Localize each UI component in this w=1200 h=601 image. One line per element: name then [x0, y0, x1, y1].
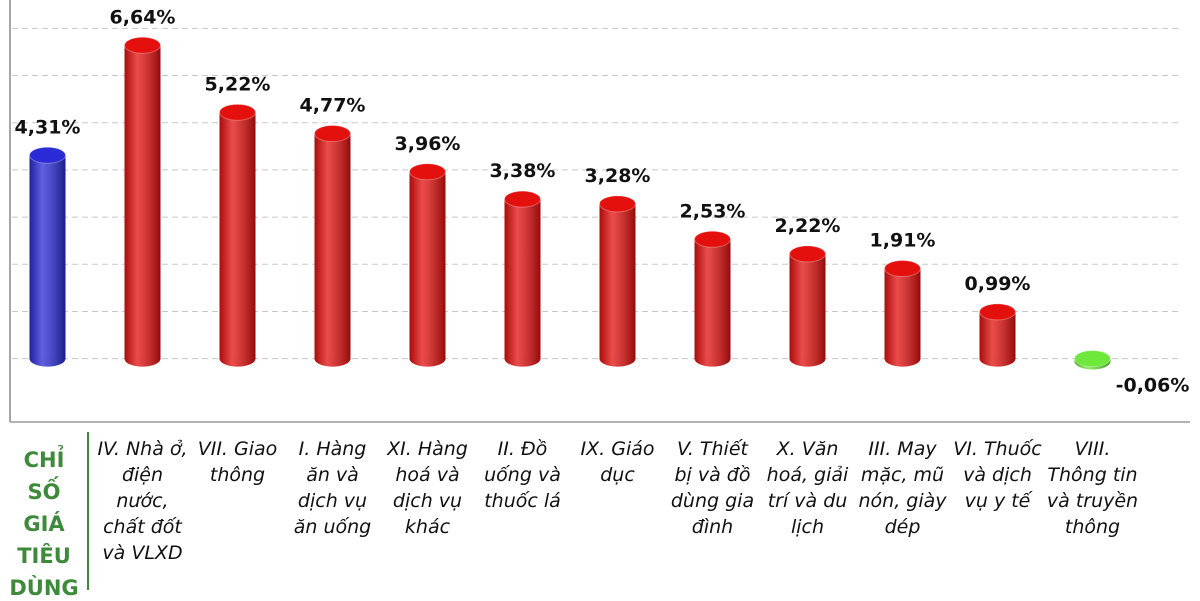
x-tick-label: IX. Giáo dục — [580, 438, 655, 486]
bar-part — [694, 230, 731, 248]
value-label: 4,77% — [300, 95, 366, 117]
bar — [409, 163, 446, 367]
x-tick-label: III. May mặc, mũ nón, giày dép — [858, 438, 947, 538]
bar-part — [29, 155, 66, 359]
bar-part — [219, 112, 256, 359]
value-label: 6,64% — [110, 6, 176, 28]
bar — [884, 260, 921, 367]
x-tick-label: X. Văn hoá, giải trí và du lịch — [766, 438, 849, 538]
value-label: 0,99% — [965, 273, 1031, 295]
bar-part — [1074, 350, 1111, 368]
value-label: 5,22% — [205, 73, 271, 95]
bar — [314, 125, 351, 367]
x-tick-label: I. Hàng ăn và dịch vụ ăn uống — [293, 438, 372, 538]
bar — [29, 146, 66, 367]
bar-part — [314, 133, 351, 359]
bar — [504, 190, 541, 367]
bar-part — [599, 203, 636, 359]
x-tick-label: VIII. Thông tin và truyền thông — [1046, 438, 1139, 538]
bar-part — [124, 45, 161, 359]
bar — [694, 230, 731, 367]
x-tick-label: VI. Thuốc và dịch vụ y tế — [953, 438, 1042, 512]
value-label: -0,06% — [1116, 374, 1190, 396]
bar-part — [314, 125, 351, 143]
bar — [219, 103, 256, 367]
bar-part — [409, 163, 446, 181]
bar — [789, 245, 826, 367]
bar-part — [884, 260, 921, 278]
x-tick-label: VII. Giao thông — [197, 438, 278, 486]
bar-part — [504, 199, 541, 359]
x-tick-label: V. Thiết bị và đồ dùng gia đình — [670, 438, 755, 538]
bar-part — [599, 195, 636, 213]
bar-part — [789, 245, 826, 263]
bar-part — [789, 253, 826, 359]
bar-part — [124, 36, 161, 54]
bar-part — [409, 171, 446, 359]
x-tick-label: CHỈ SỐ GIÁ TIÊU DÙNG — [9, 448, 79, 600]
bar-part — [504, 190, 541, 208]
bar-part — [979, 303, 1016, 321]
value-label: 3,38% — [490, 160, 556, 182]
bar — [1074, 350, 1111, 370]
value-label: 1,91% — [870, 230, 936, 252]
bar-part — [884, 268, 921, 359]
x-tick-label: IV. Nhà ở, điện nước, chất đốt và VLXD — [97, 438, 188, 564]
x-tick-label: XI. Hàng hoá và dịch vụ khác — [387, 438, 468, 538]
bar-part — [29, 146, 66, 164]
value-label: 2,53% — [680, 200, 746, 222]
bar — [599, 195, 636, 367]
bar — [124, 36, 161, 367]
value-label: 2,22% — [775, 215, 841, 237]
bar-part — [694, 239, 731, 359]
value-label: 4,31% — [15, 116, 81, 138]
bar-part — [219, 103, 256, 121]
value-label: 3,96% — [395, 133, 461, 155]
value-label: 3,28% — [585, 165, 651, 187]
x-tick-label: II. Đồ uống và thuốc lá — [484, 438, 561, 512]
bar — [979, 303, 1016, 367]
